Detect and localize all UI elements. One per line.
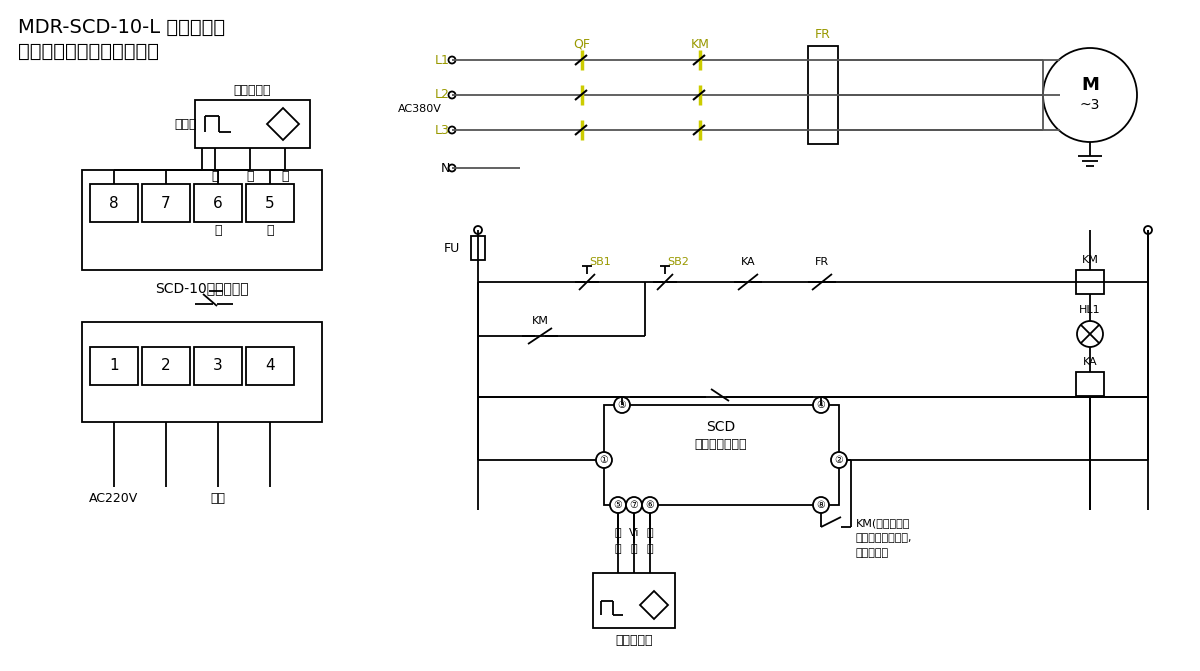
Bar: [194, 184, 242, 222]
Text: 4: 4: [265, 358, 275, 374]
Circle shape: [830, 452, 847, 468]
Text: 棕: 棕: [281, 170, 289, 183]
Text: 速度传感器: 速度传感器: [233, 83, 271, 97]
Text: 2: 2: [161, 358, 170, 374]
Text: AC220V: AC220V: [89, 493, 139, 505]
Bar: [142, 184, 190, 222]
Polygon shape: [266, 108, 299, 140]
Bar: [604, 405, 839, 505]
Text: 断链信号处理器: 断链信号处理器: [695, 439, 748, 452]
Circle shape: [449, 164, 456, 172]
Bar: [246, 347, 294, 385]
Text: 输出: 输出: [210, 493, 226, 505]
Text: 兰: 兰: [647, 544, 653, 554]
Text: SCD: SCD: [707, 420, 736, 434]
Circle shape: [1043, 48, 1138, 142]
Circle shape: [449, 91, 456, 99]
Text: 主电机停止时接通,: 主电机停止时接通,: [856, 533, 912, 543]
Text: ⑥: ⑥: [646, 500, 654, 510]
Text: ④: ④: [817, 400, 826, 410]
Text: L1: L1: [436, 54, 450, 66]
Bar: [593, 573, 674, 628]
Text: HL1: HL1: [1079, 305, 1100, 315]
Text: 兰: 兰: [246, 170, 253, 183]
Text: 1: 1: [109, 358, 119, 374]
Text: FR: FR: [815, 28, 830, 40]
Text: 黑: 黑: [211, 170, 218, 183]
Text: ①: ①: [600, 455, 608, 465]
Text: QF: QF: [574, 38, 590, 50]
Text: FR: FR: [815, 257, 829, 267]
Text: 6: 6: [214, 195, 223, 211]
Text: ＋: ＋: [266, 223, 274, 236]
Bar: [82, 170, 322, 270]
Circle shape: [614, 397, 630, 413]
Text: KM: KM: [532, 316, 548, 326]
Text: ②: ②: [835, 455, 844, 465]
Text: 黑: 黑: [631, 544, 637, 554]
Text: KM: KM: [1081, 255, 1098, 265]
Text: 速度传感器: 速度传感器: [616, 635, 653, 648]
Circle shape: [449, 56, 456, 64]
Text: 使能端: 使能端: [174, 117, 197, 130]
Bar: [194, 347, 242, 385]
Circle shape: [610, 497, 626, 513]
Text: M: M: [1081, 76, 1099, 94]
Text: ③: ③: [618, 400, 626, 410]
Text: 8: 8: [109, 195, 119, 211]
Circle shape: [1078, 321, 1103, 347]
Text: KA: KA: [740, 257, 755, 267]
Bar: [90, 184, 138, 222]
Text: ⑤: ⑤: [613, 500, 623, 510]
Text: －: －: [215, 223, 222, 236]
Text: 5: 5: [265, 195, 275, 211]
Circle shape: [596, 452, 612, 468]
Text: SB1: SB1: [589, 257, 611, 267]
Text: ＋: ＋: [614, 528, 622, 538]
Bar: [1076, 270, 1104, 294]
Bar: [470, 236, 485, 260]
Text: 棕: 棕: [614, 544, 622, 554]
Circle shape: [814, 397, 829, 413]
Text: Vi: Vi: [629, 528, 640, 538]
Text: MDR-SCD-10-L 捞渣机断链: MDR-SCD-10-L 捞渣机断链: [18, 18, 226, 37]
Text: KA: KA: [1082, 357, 1097, 367]
Bar: [194, 100, 310, 148]
Text: 保护器典型应用工作原理图: 保护器典型应用工作原理图: [18, 42, 158, 61]
Text: ⑧: ⑧: [817, 500, 826, 510]
Bar: [82, 322, 322, 422]
Text: SCD-10断链保护器: SCD-10断链保护器: [155, 281, 248, 295]
Text: 运行时断开: 运行时断开: [856, 548, 889, 558]
Text: －: －: [647, 528, 653, 538]
Bar: [142, 347, 190, 385]
Text: 3: 3: [214, 358, 223, 374]
Circle shape: [814, 497, 829, 513]
Circle shape: [642, 497, 658, 513]
Text: SB2: SB2: [667, 257, 689, 267]
Polygon shape: [640, 591, 668, 619]
Circle shape: [449, 127, 456, 134]
Text: ~3: ~3: [1080, 98, 1100, 112]
Bar: [808, 46, 838, 144]
Text: KM: KM: [690, 38, 709, 50]
Bar: [246, 184, 294, 222]
Text: KM(使能接点）: KM(使能接点）: [856, 518, 911, 528]
Circle shape: [626, 497, 642, 513]
Text: AC380V: AC380V: [398, 104, 442, 114]
Text: N: N: [440, 162, 450, 174]
Text: ⑦: ⑦: [630, 500, 638, 510]
Bar: [1076, 372, 1104, 396]
Circle shape: [474, 226, 482, 234]
Text: 7: 7: [161, 195, 170, 211]
Text: L3: L3: [436, 123, 450, 136]
Bar: [90, 347, 138, 385]
Text: FU: FU: [444, 242, 460, 254]
Text: L2: L2: [436, 89, 450, 101]
Circle shape: [1144, 226, 1152, 234]
